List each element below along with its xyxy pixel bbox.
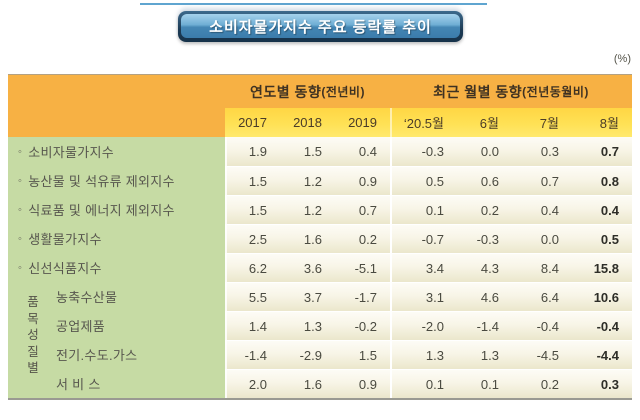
table-cell: -0.2 — [335, 311, 390, 340]
table-cell: 1.3 — [280, 311, 335, 340]
table-cell: 0.4 — [512, 195, 572, 224]
table-cell: 0.2 — [335, 224, 390, 253]
table-cell: 1.5 — [225, 166, 280, 195]
row-group-label-item-category: 품 목 성 질 별 — [27, 295, 39, 375]
table-cell: 0.6 — [457, 166, 512, 195]
table-cell: 2.5 — [225, 224, 280, 253]
table-cell: 0.8 — [572, 166, 632, 195]
group-title: 최근 월별 동향 — [433, 83, 523, 100]
table-cell: 0.1 — [390, 195, 457, 224]
bullet-icon: ◦ — [18, 203, 23, 216]
table-cell: 0.9 — [335, 166, 390, 195]
table-cell: 0.7 — [335, 195, 390, 224]
table-cell: 0.4 — [335, 137, 390, 166]
row-label-industrial-products: 공업제품 — [8, 311, 225, 340]
column-header-2018: 2018 — [280, 108, 335, 137]
bullet-icon: ◦ — [18, 145, 23, 158]
column-header-august: 8월 — [572, 108, 632, 137]
table-cell: 8.4 — [512, 253, 572, 282]
table-cell: 0.7 — [572, 137, 632, 166]
group-subtitle: (전년비) — [321, 85, 365, 99]
table-cell: 1.6 — [280, 224, 335, 253]
table-cell: 3.1 — [390, 282, 457, 311]
row-label-electricity-water-gas: 전기.수도.가스 — [8, 340, 225, 369]
title-accent-line — [140, 3, 487, 5]
table-cell: 0.2 — [457, 195, 512, 224]
table-cell: 4.3 — [457, 253, 512, 282]
page-title: 소비자물가지수 주요 등락률 추이 — [181, 14, 460, 38]
row-label-living-cost: ◦ 생활물가지수 — [8, 224, 225, 253]
table-cell: 0.4 — [572, 195, 632, 224]
table-corner-cell — [8, 75, 225, 137]
table-cell: 0.5 — [572, 224, 632, 253]
table-cell: 1.5 — [280, 137, 335, 166]
table-cell: -5.1 — [335, 253, 390, 282]
table-cell: -1.4 — [225, 340, 280, 369]
table-cell: -0.3 — [457, 224, 512, 253]
table-cell: 1.3 — [457, 340, 512, 369]
table-cell: -1.7 — [335, 282, 390, 311]
unit-label: (%) — [613, 53, 631, 65]
column-header-2017: 2017 — [225, 108, 280, 137]
group-title: 연도별 동향 — [250, 83, 322, 100]
table-cell: -4.4 — [572, 340, 632, 369]
row-label-agri-livestock: 농축수산물 — [8, 282, 225, 311]
column-header-may2020: ‘20.5월 — [390, 108, 457, 137]
row-label-fresh-food: ◦ 신선식품지수 — [8, 253, 225, 282]
table-cell: 0.1 — [457, 369, 512, 398]
table-cell: 2.0 — [225, 369, 280, 398]
table-cell: 15.8 — [572, 253, 632, 282]
row-label-ex-agri-oil: ◦ 농산물 및 석유류 제외지수 — [8, 166, 225, 195]
table-cell: -1.4 — [457, 311, 512, 340]
bullet-icon: ◦ — [18, 232, 23, 245]
table-cell: 1.5 — [225, 195, 280, 224]
table-cell: 0.0 — [457, 137, 512, 166]
bullet-icon: ◦ — [18, 261, 23, 274]
table-cell: 6.2 — [225, 253, 280, 282]
table-cell: 0.7 — [512, 166, 572, 195]
table-cell: 3.7 — [280, 282, 335, 311]
table-cell: 5.5 — [225, 282, 280, 311]
group-subtitle: (전년동월비) — [522, 85, 589, 99]
column-group-yearly: 연도별 동향 (전년비) — [225, 75, 390, 108]
table-cell: 0.5 — [390, 166, 457, 195]
bullet-icon: ◦ — [18, 174, 23, 187]
table-cell: 1.2 — [280, 195, 335, 224]
table-cell: 3.4 — [390, 253, 457, 282]
table-cell: 1.6 — [280, 369, 335, 398]
table-cell: 0.1 — [390, 369, 457, 398]
table-cell: 6.4 — [512, 282, 572, 311]
table-cell: -0.3 — [390, 137, 457, 166]
column-group-monthly: 최근 월별 동향 (전년동월비) — [390, 75, 632, 108]
table-cell: -2.0 — [390, 311, 457, 340]
table-cell: 0.2 — [512, 369, 572, 398]
table-cell: 0.3 — [572, 369, 632, 398]
table-cell: 1.5 — [335, 340, 390, 369]
table-cell: 1.9 — [225, 137, 280, 166]
row-label-ex-food-energy: ◦ 식료품 및 에너지 제외지수 — [8, 195, 225, 224]
table-cell: -0.4 — [572, 311, 632, 340]
table-cell: 10.6 — [572, 282, 632, 311]
column-header-2019: 2019 — [335, 108, 390, 137]
title-banner: 소비자물가지수 주요 등락률 추이 — [178, 11, 463, 42]
row-label-services: 서 비 스 — [8, 369, 225, 398]
table-cell: -0.4 — [512, 311, 572, 340]
table-cell: 0.0 — [512, 224, 572, 253]
column-header-june: 6월 — [457, 108, 512, 137]
table-cell: 1.2 — [280, 166, 335, 195]
table-cell: 0.3 — [512, 137, 572, 166]
table-cell: 1.4 — [225, 311, 280, 340]
price-index-table: 연도별 동향 (전년비) 최근 월별 동향 (전년동월비) 2017 2018 20… — [8, 74, 632, 400]
row-label-cpi: ◦ 소비자물가지수 — [8, 137, 225, 166]
table-cell: 4.6 — [457, 282, 512, 311]
column-header-july: 7월 — [512, 108, 572, 137]
table-cell: -2.9 — [280, 340, 335, 369]
table-cell: 0.9 — [335, 369, 390, 398]
table-cell: -0.7 — [390, 224, 457, 253]
table-cell: 3.6 — [280, 253, 335, 282]
table-cell: 1.3 — [390, 340, 457, 369]
table-cell: -4.5 — [512, 340, 572, 369]
